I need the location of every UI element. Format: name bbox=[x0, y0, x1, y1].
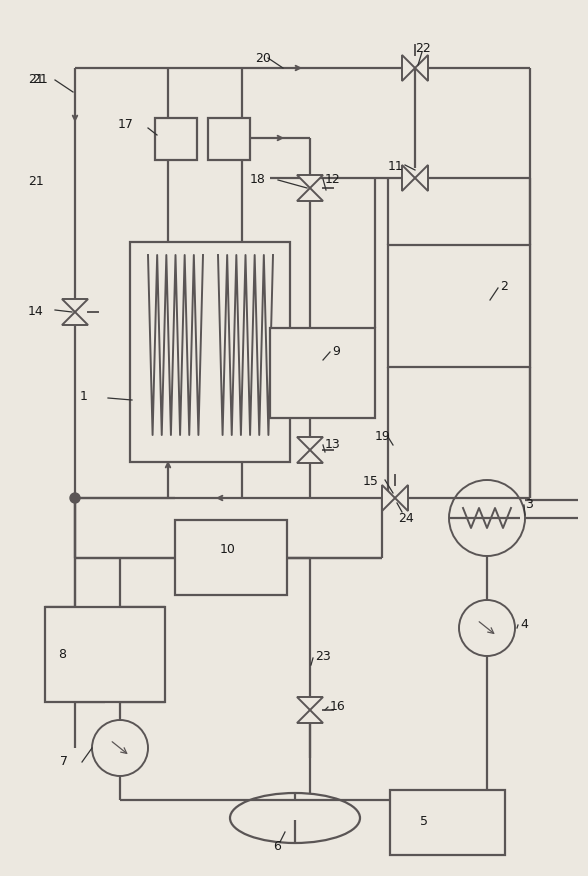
Text: 5: 5 bbox=[420, 815, 428, 828]
Text: 6: 6 bbox=[273, 840, 281, 853]
Polygon shape bbox=[297, 188, 323, 201]
Text: 18: 18 bbox=[250, 173, 266, 186]
Text: 7: 7 bbox=[60, 755, 68, 768]
Text: 3: 3 bbox=[525, 498, 533, 511]
Polygon shape bbox=[382, 485, 395, 511]
Text: 21: 21 bbox=[28, 73, 44, 86]
Text: 13: 13 bbox=[325, 438, 341, 451]
Polygon shape bbox=[297, 710, 323, 723]
Text: 1: 1 bbox=[80, 390, 88, 403]
Polygon shape bbox=[415, 165, 428, 191]
Text: 15: 15 bbox=[363, 475, 379, 488]
Text: 17: 17 bbox=[118, 118, 134, 131]
Polygon shape bbox=[62, 299, 88, 312]
Text: 9: 9 bbox=[332, 345, 340, 358]
Bar bbox=[130, 242, 290, 462]
Bar bbox=[155, 118, 197, 160]
Polygon shape bbox=[62, 312, 88, 325]
Bar bbox=[175, 520, 287, 595]
Text: 14: 14 bbox=[28, 305, 44, 318]
Text: 24: 24 bbox=[398, 512, 414, 525]
Polygon shape bbox=[402, 165, 415, 191]
Text: 2: 2 bbox=[500, 280, 508, 293]
Bar bbox=[208, 118, 250, 160]
Bar bbox=[270, 328, 375, 418]
Text: 12: 12 bbox=[325, 173, 341, 186]
Bar bbox=[390, 790, 505, 855]
Polygon shape bbox=[402, 55, 415, 81]
Text: 19: 19 bbox=[375, 430, 391, 443]
Polygon shape bbox=[395, 485, 408, 511]
Text: 21: 21 bbox=[32, 73, 48, 86]
Bar bbox=[45, 607, 165, 702]
Text: 11: 11 bbox=[388, 160, 404, 173]
Polygon shape bbox=[297, 697, 323, 710]
Text: 23: 23 bbox=[315, 650, 330, 663]
Polygon shape bbox=[297, 175, 323, 188]
Text: 8: 8 bbox=[58, 648, 66, 661]
Text: 21: 21 bbox=[28, 175, 44, 188]
Text: 20: 20 bbox=[255, 52, 271, 65]
Text: 16: 16 bbox=[330, 700, 346, 713]
Text: 4: 4 bbox=[520, 618, 528, 631]
Circle shape bbox=[70, 493, 80, 503]
Text: 10: 10 bbox=[220, 543, 236, 556]
Bar bbox=[388, 245, 530, 367]
Polygon shape bbox=[415, 55, 428, 81]
Text: 22: 22 bbox=[415, 42, 431, 55]
Polygon shape bbox=[297, 450, 323, 463]
Polygon shape bbox=[297, 437, 323, 450]
